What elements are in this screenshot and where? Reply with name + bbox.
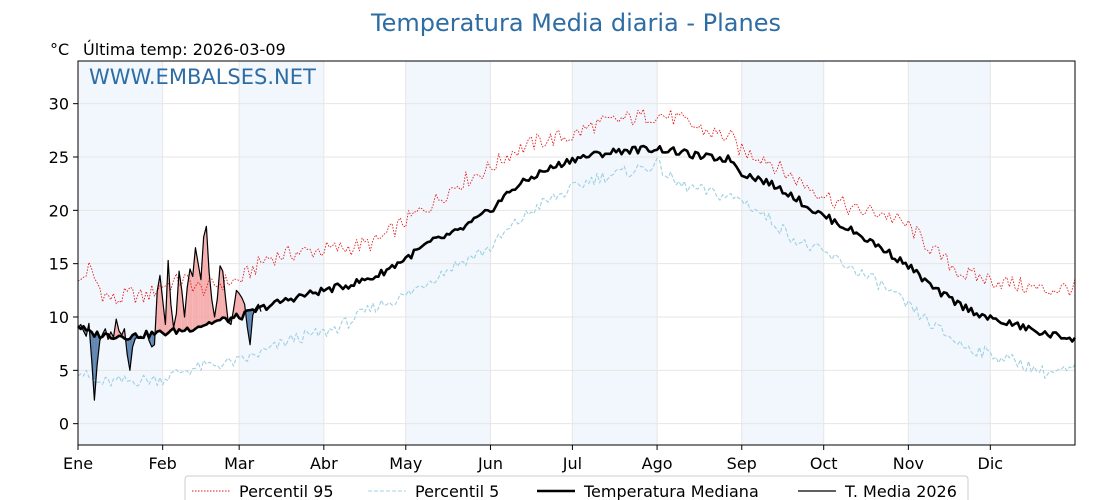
chart-title: Temperatura Media diaria - Planes bbox=[370, 9, 781, 37]
plot-frame bbox=[77, 60, 1076, 446]
fill-above-median bbox=[198, 263, 201, 327]
series-line-p95 bbox=[77, 108, 1076, 305]
fill-below-median bbox=[94, 331, 98, 401]
fill-above-median bbox=[195, 247, 199, 329]
y-tick-label: 15 bbox=[49, 255, 69, 274]
legend-label-current: T. Media 2026 bbox=[844, 482, 957, 500]
month-shading bbox=[78, 61, 991, 445]
fill-above-median bbox=[239, 293, 242, 320]
month-shade-Mar bbox=[239, 61, 324, 445]
legend-label-p95: Percentil 95 bbox=[239, 482, 334, 500]
unit-label: °C bbox=[50, 40, 69, 59]
series-line-median bbox=[77, 144, 1077, 343]
fill-above-median bbox=[236, 290, 240, 319]
y-tick-label: 10 bbox=[49, 308, 69, 327]
fill-below-median bbox=[247, 310, 251, 345]
month-shade-May bbox=[405, 61, 491, 445]
fill-below-median bbox=[258, 304, 262, 312]
y-tick-label: 5 bbox=[59, 361, 69, 380]
month-shade-Ene bbox=[78, 61, 163, 445]
x-tick-label: Dic bbox=[978, 454, 1004, 473]
fill-above-median bbox=[159, 275, 163, 334]
legend-box bbox=[184, 475, 969, 500]
x-tick-label: Jul bbox=[562, 454, 582, 473]
fill-above-median bbox=[206, 226, 210, 325]
x-tick-label: Ene bbox=[63, 454, 93, 473]
fill-above-median bbox=[192, 247, 196, 331]
watermark-text: WWW.EMBALSES.NET bbox=[89, 65, 316, 89]
x-tick-label: Oct bbox=[810, 454, 838, 473]
fill-below-median bbox=[127, 338, 130, 371]
x-axis: Ene Feb Mar Abr May Jun Jul Ago Sep Oct Nov Dic bbox=[63, 445, 1003, 473]
legend-label-p5: Percentil 5 bbox=[415, 482, 499, 500]
x-tick-label: Nov bbox=[893, 454, 924, 473]
y-axis: 0 5 10 15 20 25 30 bbox=[49, 95, 78, 434]
x-tick-label: Abr bbox=[310, 454, 338, 473]
y-tick-label: 25 bbox=[49, 148, 69, 167]
x-tick-label: Sep bbox=[727, 454, 757, 473]
month-shade-Jul bbox=[572, 61, 658, 445]
series-line-current bbox=[77, 225, 262, 401]
series-lines bbox=[77, 108, 1077, 401]
x-tick-label: Mar bbox=[224, 454, 255, 473]
legend-label-median: Temperatura Mediana bbox=[583, 482, 759, 500]
fill-above-median bbox=[189, 269, 193, 332]
legend: Percentil 95 Percentil 5 Temperatura Media… bbox=[184, 475, 969, 500]
fill-above-median bbox=[220, 265, 223, 321]
x-tick-label: Jun bbox=[477, 454, 503, 473]
month-shade-Nov bbox=[908, 61, 991, 445]
last-temp-label: Última temp: 2026-03-09 bbox=[83, 40, 286, 59]
y-tick-label: 0 bbox=[59, 415, 69, 434]
y-tick-label: 30 bbox=[49, 95, 69, 114]
x-tick-label: May bbox=[389, 454, 422, 473]
x-tick-label: Feb bbox=[149, 454, 177, 473]
x-tick-label: Ago bbox=[642, 454, 673, 473]
fill-above-median bbox=[200, 237, 204, 327]
month-shade-Sep bbox=[741, 61, 824, 445]
fill-above-median bbox=[203, 226, 207, 326]
y-tick-label: 20 bbox=[49, 201, 69, 220]
